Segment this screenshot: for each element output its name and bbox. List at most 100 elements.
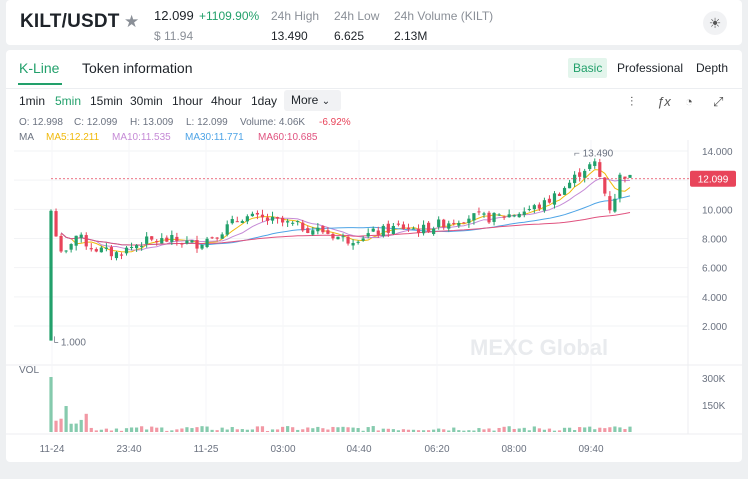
y-tick-label: 2.000 <box>702 322 727 333</box>
volume-bar <box>351 427 355 432</box>
volume-bar <box>301 429 305 432</box>
candle-body <box>215 237 219 239</box>
pair-name[interactable]: KILT/USDT <box>20 11 120 32</box>
volume-bar <box>547 428 552 432</box>
volume-bar <box>79 419 83 432</box>
candle-body <box>59 235 63 252</box>
interval-1day[interactable]: 1day <box>251 94 278 108</box>
volume-bar <box>492 430 496 432</box>
volume-bar <box>573 430 577 432</box>
volume-bar <box>270 429 275 432</box>
usd-price: $ 11.94 <box>154 29 194 43</box>
candle-body <box>240 221 244 223</box>
candle-body <box>235 221 239 223</box>
theme-toggle-icon[interactable]: ☀ <box>703 11 727 35</box>
volume-bar <box>376 430 380 432</box>
price-change-percent: +1109.90% <box>199 9 260 23</box>
high-value: 13.490 <box>271 29 308 43</box>
chevron-down-icon: ⌄ <box>321 96 331 107</box>
candle-body <box>396 223 400 225</box>
volume-tick-label: 300K <box>702 374 726 385</box>
candle-body <box>361 238 365 241</box>
ohlc-percent: -6.92% <box>319 117 351 128</box>
axes: 14.00012.00010.0008.0006.0004.0002.00011… <box>19 147 736 455</box>
volume-bar <box>457 430 461 432</box>
active-tab-indicator <box>18 83 62 85</box>
candle-body <box>502 216 506 218</box>
ticker-header: KILT/USDT ★ 12.099 +1109.90% $ 11.94 24h… <box>6 0 742 45</box>
interval-1hour[interactable]: 1hour <box>172 94 203 108</box>
x-tick-label: 04:40 <box>346 444 371 455</box>
volume-bar <box>321 428 325 432</box>
y-tick-label: 10.000 <box>702 205 733 216</box>
volume-bar <box>517 428 521 432</box>
candle-body <box>432 228 436 235</box>
candle-body <box>507 214 511 218</box>
volume-bar <box>532 426 536 432</box>
candle-body <box>301 222 305 231</box>
volume-bar <box>603 428 607 432</box>
candle-body <box>411 228 416 230</box>
volume-bar <box>175 429 179 432</box>
tab-kline[interactable]: K-Line <box>19 60 60 76</box>
candle-body <box>482 213 486 215</box>
mode-professional-button[interactable]: Professional <box>617 61 684 75</box>
volume-bar <box>452 427 456 432</box>
candle-body <box>99 247 103 253</box>
volume-bar <box>552 430 557 432</box>
volume-bar <box>401 429 406 432</box>
candle-body <box>421 224 426 234</box>
interval-30min[interactable]: 30min <box>130 94 163 108</box>
high-label: 24h High <box>271 9 320 23</box>
candle-body <box>371 228 375 232</box>
candle-body <box>321 226 325 233</box>
candle-body <box>119 254 124 256</box>
candle-body <box>517 213 521 218</box>
volume-bar <box>442 429 446 432</box>
volume-bar <box>386 428 390 432</box>
ohlc-open: O: 12.998 <box>19 117 63 128</box>
favorite-star-icon[interactable]: ★ <box>124 12 140 31</box>
candle-body <box>64 250 68 252</box>
candle-body <box>447 223 451 229</box>
indicator-fx-icon[interactable]: ƒx <box>657 94 671 109</box>
candle-body <box>79 234 83 238</box>
volume-bar <box>99 429 103 432</box>
volume-bar <box>618 427 622 432</box>
mode-depth-button[interactable]: Depth <box>696 61 729 75</box>
candle-body <box>391 225 395 234</box>
tab-token-information[interactable]: Token information <box>82 60 193 76</box>
interval-15min[interactable]: 15min <box>90 94 123 108</box>
volume-bar <box>598 427 602 432</box>
volume-bar <box>260 426 265 432</box>
volume-bar <box>356 428 360 432</box>
mode-basic-button[interactable]: Basic <box>568 58 608 78</box>
interval-4hour[interactable]: 4hour <box>211 94 242 108</box>
volume-label: 24h Volume (KILT) <box>394 9 494 23</box>
candle-body <box>286 221 290 223</box>
candle-body <box>578 172 582 177</box>
volume-bar <box>613 426 617 432</box>
volume-tick-label: 150K <box>702 401 726 412</box>
candle-body <box>401 224 406 230</box>
settings-gauge-icon[interactable]: ◔ <box>685 94 693 109</box>
volume-bar <box>150 426 154 432</box>
more-intervals-dropdown[interactable]: More ⌄ <box>284 90 341 111</box>
volume-bar <box>366 427 370 432</box>
interval-5min[interactable]: 5min <box>55 94 82 108</box>
volume-bar <box>59 418 63 432</box>
current-price-tag <box>690 170 736 187</box>
candle-body <box>452 222 456 224</box>
candle-body <box>437 219 441 227</box>
candle-type-icon[interactable]: ⫶ <box>630 94 634 109</box>
last-price: 12.099 <box>154 8 194 23</box>
interval-1min[interactable]: 1min <box>19 94 46 108</box>
fullscreen-icon[interactable]: ⤢ <box>713 94 724 109</box>
candle-body <box>175 236 179 242</box>
candle-body <box>245 216 249 222</box>
candle-body <box>472 213 476 221</box>
candle-body <box>522 211 526 215</box>
volume-bar <box>119 430 124 432</box>
candle-body <box>583 170 587 178</box>
